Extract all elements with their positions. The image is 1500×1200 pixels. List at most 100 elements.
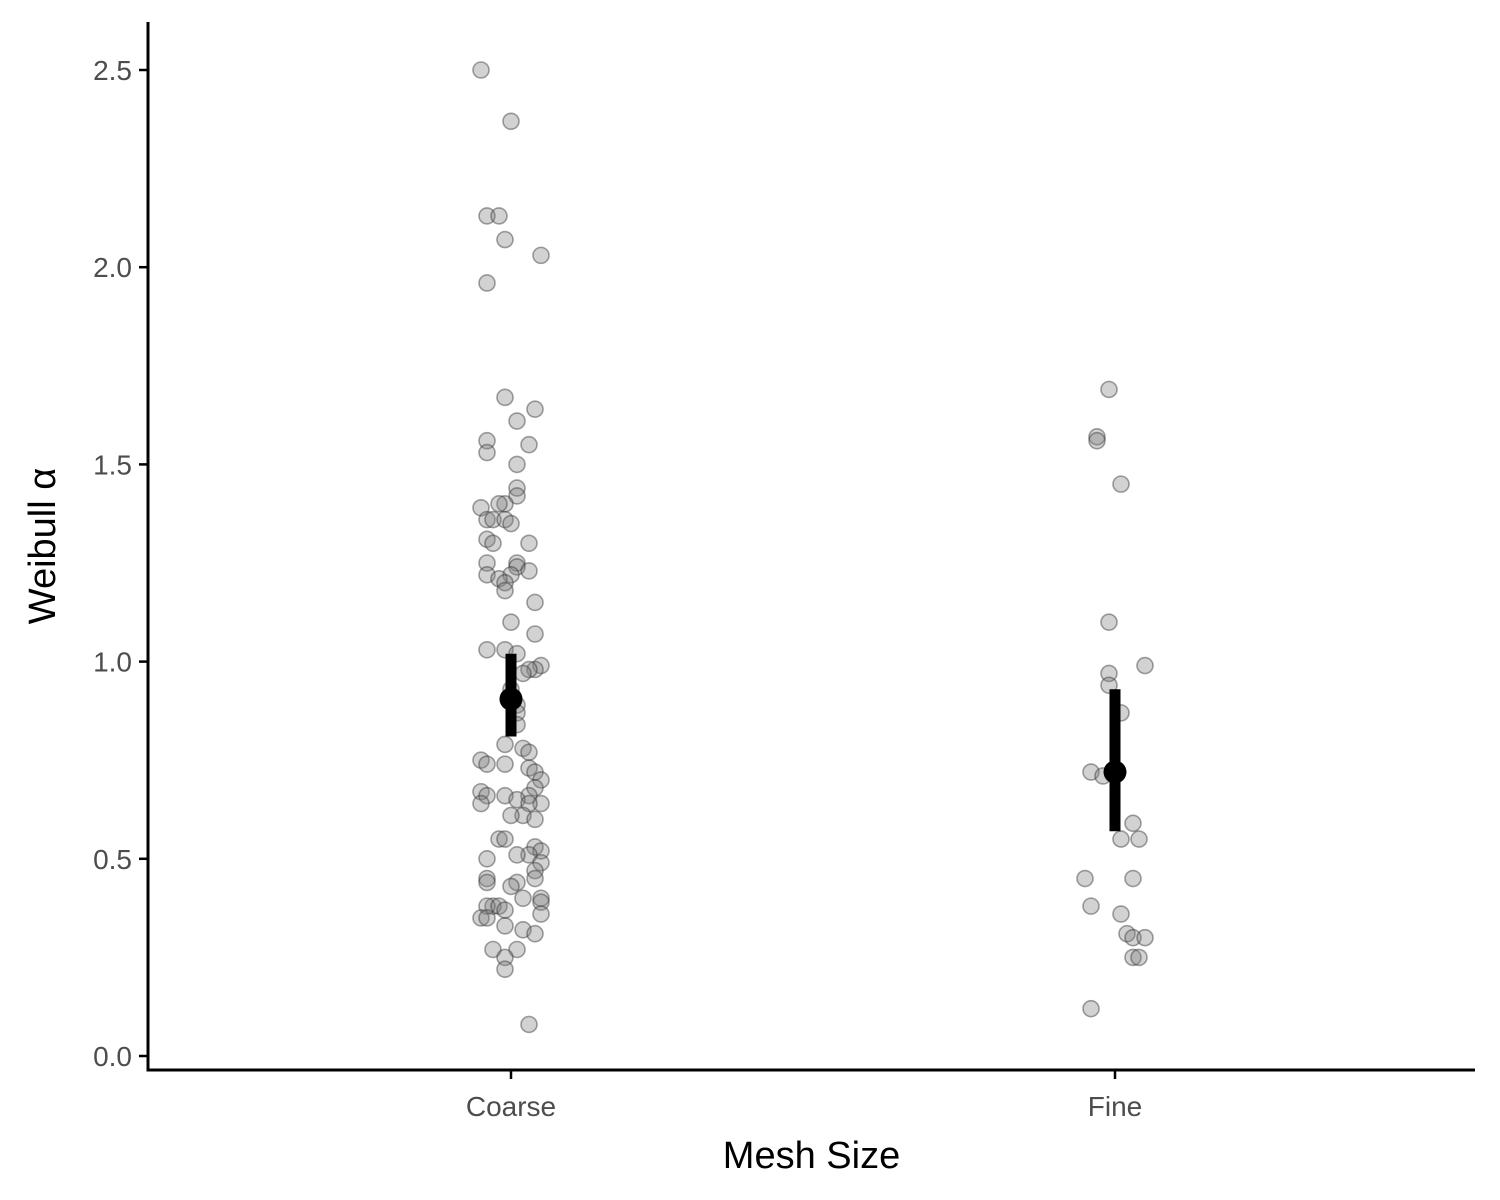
data-point: [526, 838, 544, 856]
data-point: [520, 562, 538, 580]
data-point: [496, 495, 514, 513]
data-point: [508, 846, 526, 864]
data-point: [1124, 869, 1142, 888]
data-point: [484, 534, 502, 553]
x-axis-title: Mesh Size: [723, 1135, 900, 1177]
data-point: [1112, 475, 1130, 493]
data-point: [496, 960, 514, 979]
data-point: [526, 763, 544, 781]
data-point: [478, 755, 496, 773]
data-point: [532, 893, 550, 911]
data-point: [496, 510, 514, 529]
data-point: [526, 869, 544, 888]
data-point: [496, 830, 514, 848]
data-point: [520, 794, 538, 813]
data-point: [520, 743, 538, 762]
data-point: [1112, 905, 1130, 923]
data-point: [532, 656, 550, 675]
data-point: [526, 625, 544, 643]
data-point: [508, 873, 526, 892]
data-point: [478, 510, 496, 529]
data-point: [520, 435, 538, 454]
data-point: [478, 786, 496, 805]
data-point: [502, 806, 520, 825]
data-point: [1100, 613, 1118, 631]
data-point: [472, 782, 490, 801]
data-point: [526, 810, 544, 829]
data-point: [520, 846, 538, 864]
data-point: [514, 889, 532, 908]
data-point: [472, 909, 490, 927]
data-point: [1130, 948, 1148, 967]
data-point: [1124, 928, 1142, 947]
data-point: [496, 735, 514, 754]
data-point: [502, 514, 520, 533]
data-point: [1136, 656, 1154, 675]
data-point: [496, 230, 514, 249]
data-point: [526, 861, 544, 880]
data-point: [526, 593, 544, 612]
y-tick-label: 0.5: [93, 844, 132, 875]
data-point: [532, 842, 550, 860]
data-point: [520, 1015, 538, 1034]
data-point: [490, 897, 508, 915]
data-point: [1112, 830, 1130, 848]
data-point: [496, 917, 514, 935]
data-point: [532, 246, 550, 265]
data-point: [520, 759, 538, 777]
data-point: [508, 412, 526, 430]
data-point: [478, 207, 496, 225]
y-tick-label: 2.5: [93, 55, 132, 86]
data-point: [472, 498, 490, 517]
data-point: [496, 581, 514, 600]
data-point: [526, 779, 544, 797]
x-ticks: Coarse Fine: [466, 1070, 1142, 1122]
data-point: [496, 755, 514, 773]
data-point: [478, 566, 496, 584]
data-point: [508, 479, 526, 497]
data-point: [478, 443, 496, 462]
data-point: [526, 660, 544, 679]
data-point: [472, 61, 490, 79]
y-tick-label: 0.0: [93, 1041, 132, 1072]
data-point: [496, 388, 514, 407]
x-tick-label: Fine: [1088, 1091, 1142, 1122]
data-point: [508, 558, 526, 576]
mean-point: [1103, 760, 1127, 784]
data-point: [1124, 814, 1142, 833]
data-point: [520, 534, 538, 553]
y-axis-title: Weibull α: [22, 468, 64, 624]
data-point: [1088, 431, 1106, 450]
data-point: [496, 901, 514, 919]
data-point: [478, 431, 496, 450]
data-point: [526, 400, 544, 418]
data-point: [532, 853, 550, 872]
data-point: [478, 909, 496, 927]
y-ticks: 0.0 0.5 1.0 1.5 2.0 2.5: [93, 55, 148, 1072]
data-point: [1100, 664, 1118, 683]
data-point: [484, 510, 502, 529]
data-point: [478, 849, 496, 868]
data-point: [514, 806, 532, 825]
y-tick-label: 1.5: [93, 449, 132, 480]
data-point: [472, 751, 490, 770]
data-point: [490, 830, 508, 848]
data-point: [502, 613, 520, 631]
data-point: [502, 112, 520, 131]
data-point: [478, 897, 496, 915]
mean-point: [499, 687, 523, 711]
data-point: [514, 664, 532, 683]
data-point: [478, 554, 496, 572]
axes-layer: [146, 22, 1475, 1072]
points-layer: [472, 61, 1154, 1034]
data-point: [526, 924, 544, 943]
data-point: [520, 660, 538, 679]
data-point: [508, 554, 526, 572]
data-point: [1130, 830, 1148, 848]
data-point: [514, 920, 532, 939]
data-point: [508, 790, 526, 809]
data-point: [478, 869, 496, 888]
data-point: [514, 739, 532, 758]
data-point: [490, 569, 508, 588]
